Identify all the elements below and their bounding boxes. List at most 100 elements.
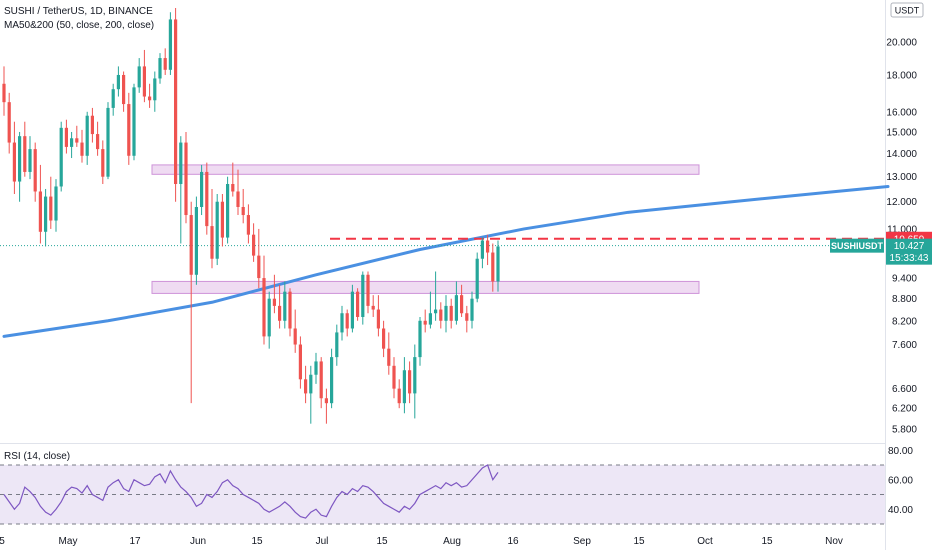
candle-body — [106, 107, 110, 177]
candle-body — [319, 361, 323, 399]
price-axis[interactable]: 5.800 6.200 6.600 7.600 8.200 8.800 9.400 11.00… — [830, 2, 932, 516]
candle-body — [101, 149, 105, 177]
candle-body — [184, 142, 188, 216]
candle-body — [111, 89, 115, 108]
candle-body — [387, 348, 391, 366]
candle-body — [49, 196, 53, 221]
candle-body — [298, 344, 302, 380]
candle-body — [449, 305, 453, 321]
candle-body — [304, 379, 308, 394]
candle-body — [262, 278, 266, 337]
candle-body — [2, 83, 6, 103]
countdown-label: 15:33:43 — [890, 253, 929, 264]
candle-body — [18, 136, 22, 182]
candle-body — [454, 295, 458, 321]
candle-body — [205, 171, 209, 227]
price-tick-label: 16.000 — [886, 107, 917, 118]
candle-body — [496, 246, 500, 282]
candle-body — [12, 142, 16, 182]
candle-body — [288, 291, 292, 329]
candle-body — [345, 313, 349, 329]
candle-body — [392, 365, 396, 389]
rsi-tick-label: 80.00 — [888, 446, 913, 457]
candle-body — [428, 313, 432, 325]
price-tick-label: 7.600 — [892, 340, 917, 351]
candle-body — [179, 142, 183, 185]
candle-body — [90, 115, 94, 135]
price-tick-label: 6.600 — [892, 384, 917, 395]
price-tick-label: 18.000 — [886, 70, 917, 81]
currency-label: USDT — [895, 6, 920, 16]
time-tick-label: May — [59, 536, 78, 547]
candle-body — [460, 295, 464, 314]
time-tick-label: Aug — [443, 536, 461, 547]
rsi-tick-label: 60.00 — [888, 475, 913, 486]
candle-body — [356, 291, 360, 317]
candle-body — [324, 398, 328, 404]
price-tick-label: 9.400 — [892, 274, 917, 285]
candle-body — [75, 138, 79, 143]
candle-body — [142, 66, 146, 97]
candle-body — [413, 357, 417, 394]
candle-body — [116, 74, 120, 90]
candle-body — [158, 58, 162, 79]
candle-body — [148, 96, 152, 101]
candle-body — [475, 258, 479, 299]
candle-body — [408, 370, 412, 394]
candle-body — [137, 66, 141, 88]
price-tick-label: 13.000 — [886, 172, 917, 183]
candle-body — [132, 87, 136, 156]
candle-body — [335, 332, 339, 358]
price-tick-label: 6.200 — [892, 404, 917, 415]
currency-badge — [890, 2, 924, 18]
candle-body — [402, 370, 406, 404]
time-tick-label: 5 — [0, 536, 5, 547]
candle-body — [33, 149, 37, 192]
price-tick-label: 5.800 — [892, 425, 917, 436]
candle-body — [267, 298, 271, 337]
candle-body — [340, 313, 344, 333]
candle-body — [293, 328, 297, 345]
candle-body — [189, 215, 193, 275]
price-tick-label: 20.000 — [886, 38, 917, 49]
candle-body — [444, 305, 448, 321]
candle-body — [397, 388, 401, 404]
candle-body — [371, 305, 375, 310]
price-tick-label: 11.000 — [887, 224, 917, 235]
time-tick-label: Jun — [190, 536, 206, 547]
candle-body — [64, 127, 68, 147]
candle-body — [220, 201, 224, 238]
candle-body — [163, 58, 167, 70]
price-tick-label: 8.800 — [892, 294, 917, 305]
candle-body — [44, 196, 48, 232]
candle-body — [272, 298, 276, 306]
candle-body — [361, 274, 365, 317]
symbol-legend[interactable]: SUSHI / TetherUS, 1D, BINANCE — [4, 6, 153, 17]
ma-legend[interactable]: MA50&200 (50, close, 200, close) — [4, 20, 155, 31]
candle-body — [59, 127, 63, 187]
ma200-line — [2, 184, 890, 338]
candle-body — [382, 328, 386, 349]
time-axis[interactable]: 5 May 17 Jun 15 Jul 15 Aug 16 Sep 15 Oct 15 Nov — [0, 536, 843, 547]
candle-body — [491, 252, 495, 282]
candle-body — [210, 226, 214, 259]
candle-body — [54, 186, 58, 221]
candle-body — [153, 78, 157, 101]
time-tick-label: 15 — [251, 536, 263, 547]
candle-body — [257, 255, 261, 279]
candle-body — [174, 19, 178, 185]
time-tick-label: 17 — [129, 536, 141, 547]
candle-body — [241, 206, 245, 216]
candle-body — [38, 191, 42, 232]
upper-zone — [151, 164, 700, 175]
ticker-badge — [830, 238, 884, 253]
candle-body — [418, 320, 422, 358]
candle-body — [80, 142, 84, 156]
price-tick-label: 12.000 — [886, 197, 917, 208]
rsi-pane[interactable] — [0, 464, 885, 525]
candle-body — [231, 184, 235, 192]
rsi-line — [3, 464, 499, 519]
rsi-legend[interactable]: RSI (14, close) — [4, 451, 71, 462]
price-pane[interactable] — [0, 8, 890, 424]
candle-body — [309, 374, 313, 394]
